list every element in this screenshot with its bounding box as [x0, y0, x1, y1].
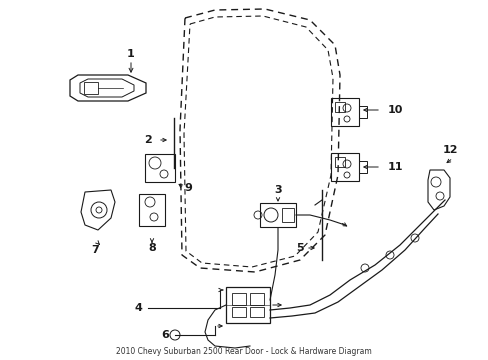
Bar [84, 82, 98, 94]
Text: 4: 4 [134, 303, 142, 313]
Text: 6: 6 [161, 330, 168, 340]
Text: 2: 2 [144, 135, 152, 145]
Bar [260, 203, 295, 227]
Text: 11: 11 [386, 162, 402, 172]
Bar [282, 208, 293, 222]
Bar [145, 154, 175, 182]
Text: 12: 12 [441, 145, 457, 155]
Bar [334, 157, 345, 167]
Text: 3: 3 [274, 185, 281, 195]
Bar [334, 102, 345, 112]
Bar [231, 293, 245, 305]
Bar [249, 293, 264, 305]
Text: 2010 Chevy Suburban 2500 Rear Door - Lock & Hardware Diagram: 2010 Chevy Suburban 2500 Rear Door - Loc… [116, 347, 371, 356]
Bar [358, 161, 366, 173]
Text: 1: 1 [127, 49, 135, 59]
Bar [358, 106, 366, 118]
Bar [139, 194, 164, 226]
Text: 9: 9 [183, 183, 192, 193]
Bar [231, 307, 245, 317]
Bar [330, 153, 358, 181]
Text: 10: 10 [386, 105, 402, 115]
Bar [225, 287, 269, 323]
Text: 5: 5 [296, 243, 303, 253]
Bar [330, 98, 358, 126]
Text: 8: 8 [148, 243, 156, 253]
Text: 7: 7 [91, 245, 99, 255]
Bar [249, 307, 264, 317]
